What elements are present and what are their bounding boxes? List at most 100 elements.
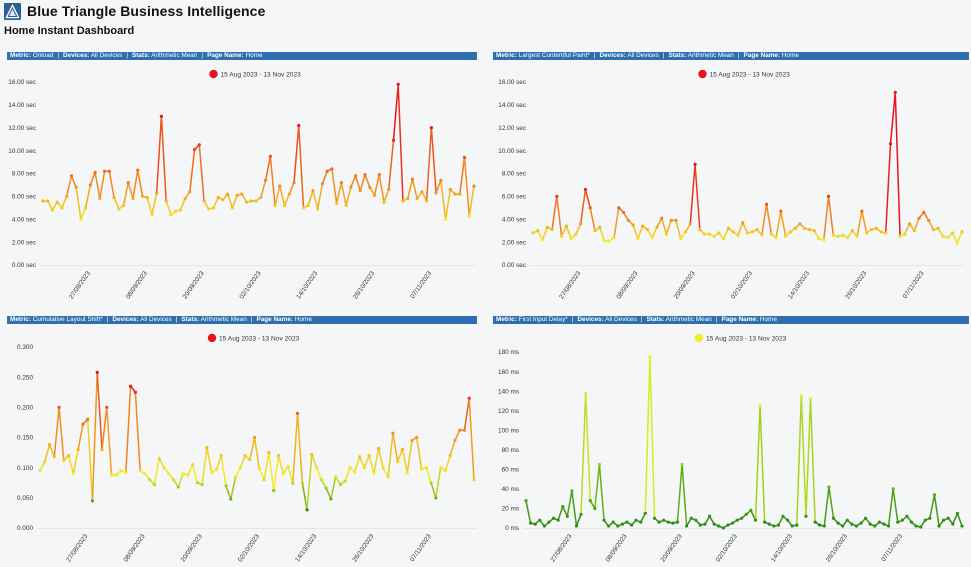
data-point[interactable] bbox=[472, 478, 476, 482]
data-point[interactable] bbox=[798, 222, 802, 226]
data-point[interactable] bbox=[707, 514, 712, 518]
data-point[interactable] bbox=[868, 522, 872, 526]
data-point[interactable] bbox=[817, 237, 821, 241]
data-point[interactable] bbox=[898, 234, 902, 239]
data-point[interactable] bbox=[550, 227, 554, 232]
data-point[interactable] bbox=[420, 190, 424, 194]
data-point[interactable] bbox=[688, 222, 692, 226]
data-point[interactable] bbox=[353, 470, 357, 474]
data-point[interactable] bbox=[612, 235, 616, 240]
data-point[interactable] bbox=[230, 206, 235, 210]
data-point[interactable] bbox=[419, 467, 424, 471]
data-point[interactable] bbox=[410, 438, 414, 443]
data-point[interactable] bbox=[669, 218, 673, 222]
data-point[interactable] bbox=[641, 224, 645, 228]
data-point[interactable] bbox=[381, 467, 385, 471]
data-point[interactable] bbox=[306, 203, 310, 208]
data-point[interactable] bbox=[607, 524, 611, 528]
data-point[interactable] bbox=[429, 126, 433, 130]
chart-legend[interactable]: 15 Aug 2023 - 13 Nov 2023 bbox=[209, 69, 301, 79]
data-point[interactable] bbox=[731, 230, 735, 234]
data-point[interactable] bbox=[652, 516, 657, 520]
data-point[interactable] bbox=[377, 446, 381, 450]
data-point[interactable] bbox=[556, 518, 560, 522]
data-point[interactable] bbox=[200, 482, 204, 487]
data-point[interactable] bbox=[907, 222, 912, 226]
data-point[interactable] bbox=[536, 229, 540, 233]
data-point[interactable] bbox=[295, 411, 300, 415]
data-point[interactable] bbox=[38, 469, 42, 473]
data-point[interactable] bbox=[102, 169, 107, 173]
data-point[interactable] bbox=[43, 460, 47, 464]
data-point[interactable] bbox=[803, 226, 807, 230]
data-point[interactable] bbox=[292, 181, 296, 185]
data-point[interactable] bbox=[755, 227, 759, 232]
data-point[interactable] bbox=[150, 213, 154, 217]
data-point[interactable] bbox=[683, 230, 688, 234]
data-point[interactable] bbox=[363, 173, 367, 177]
data-point[interactable] bbox=[873, 524, 877, 528]
data-point[interactable] bbox=[117, 207, 121, 211]
data-point[interactable] bbox=[621, 210, 626, 214]
data-point[interactable] bbox=[831, 516, 836, 520]
data-point[interactable] bbox=[335, 201, 339, 205]
data-point[interactable] bbox=[415, 435, 419, 440]
data-point[interactable] bbox=[453, 438, 457, 443]
data-point[interactable] bbox=[795, 523, 799, 527]
data-point[interactable] bbox=[253, 435, 257, 440]
data-point[interactable] bbox=[923, 518, 927, 522]
data-point[interactable] bbox=[703, 232, 707, 236]
data-point[interactable] bbox=[831, 233, 835, 237]
data-point[interactable] bbox=[750, 230, 754, 234]
data-point[interactable] bbox=[233, 475, 238, 479]
data-point[interactable] bbox=[268, 154, 272, 158]
data-point[interactable] bbox=[81, 422, 85, 426]
data-point[interactable] bbox=[736, 233, 740, 237]
data-point[interactable] bbox=[319, 478, 323, 482]
data-point[interactable] bbox=[221, 198, 225, 202]
data-point[interactable] bbox=[249, 199, 253, 203]
data-point[interactable] bbox=[753, 518, 758, 522]
data-point[interactable] bbox=[955, 511, 960, 515]
data-point[interactable] bbox=[349, 185, 353, 189]
data-point[interactable] bbox=[98, 197, 102, 201]
data-point[interactable] bbox=[93, 170, 97, 174]
data-point[interactable] bbox=[616, 524, 620, 528]
data-point[interactable] bbox=[197, 143, 201, 147]
data-point[interactable] bbox=[836, 521, 840, 525]
data-point[interactable] bbox=[264, 178, 268, 182]
data-point[interactable] bbox=[767, 522, 771, 526]
data-point[interactable] bbox=[207, 207, 211, 211]
data-point[interactable] bbox=[235, 193, 239, 197]
data-point[interactable] bbox=[955, 241, 959, 245]
data-point[interactable] bbox=[434, 496, 438, 500]
data-point[interactable] bbox=[896, 520, 900, 524]
data-point[interactable] bbox=[674, 218, 678, 222]
data-point[interactable] bbox=[560, 234, 564, 239]
data-point[interactable] bbox=[786, 518, 790, 522]
data-point[interactable] bbox=[763, 520, 767, 524]
data-point[interactable] bbox=[276, 454, 281, 458]
data-point[interactable] bbox=[888, 142, 893, 146]
data-point[interactable] bbox=[951, 522, 955, 526]
data-point[interactable] bbox=[874, 226, 878, 230]
data-point[interactable] bbox=[46, 199, 50, 203]
data-point[interactable] bbox=[722, 237, 726, 241]
data-point[interactable] bbox=[841, 524, 845, 528]
data-point[interactable] bbox=[905, 514, 909, 518]
data-point[interactable] bbox=[914, 524, 918, 528]
data-point[interactable] bbox=[602, 518, 606, 522]
data-point[interactable] bbox=[827, 485, 831, 489]
data-point[interactable] bbox=[229, 497, 233, 501]
data-point[interactable] bbox=[338, 482, 343, 487]
data-point[interactable] bbox=[648, 355, 652, 359]
data-point[interactable] bbox=[372, 193, 377, 197]
data-point[interactable] bbox=[133, 390, 137, 394]
data-point[interactable] bbox=[564, 224, 568, 228]
data-point[interactable] bbox=[138, 469, 142, 473]
data-point[interactable] bbox=[744, 512, 748, 516]
data-point[interactable] bbox=[574, 524, 579, 528]
data-point[interactable] bbox=[639, 520, 643, 524]
data-point[interactable] bbox=[329, 497, 333, 501]
data-point[interactable] bbox=[841, 233, 845, 237]
